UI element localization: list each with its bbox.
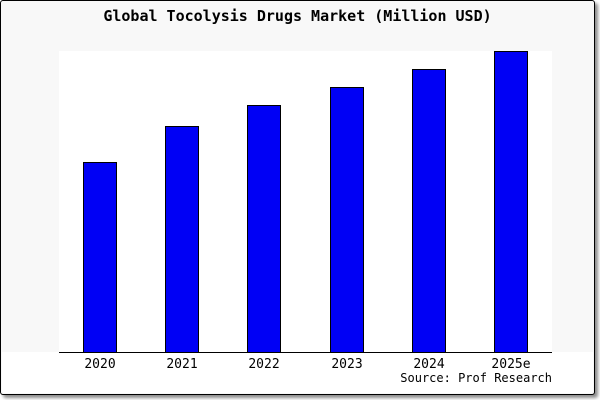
x-axis-label-2025e: 2025e — [491, 357, 531, 372]
bar-2020 — [83, 162, 117, 352]
bar-2022 — [247, 105, 281, 352]
source-note: Source: Prof Research — [400, 371, 552, 385]
bar-2021 — [165, 126, 199, 352]
plot-area — [59, 51, 552, 353]
bar-2023 — [330, 87, 364, 352]
axis-label-strip — [2, 352, 593, 393]
x-axis-label-2024: 2024 — [413, 357, 445, 372]
bar-2025e — [494, 51, 528, 352]
x-axis-label-2021: 2021 — [166, 357, 198, 372]
bar-2024 — [412, 69, 446, 352]
chart-card: Global Tocolysis Drugs Market (Million U… — [0, 0, 595, 395]
x-axis-label-2022: 2022 — [248, 357, 280, 372]
x-axis-label-2023: 2023 — [331, 357, 363, 372]
x-axis-label-2020: 2020 — [84, 357, 116, 372]
chart-title: Global Tocolysis Drugs Market (Million U… — [103, 7, 492, 25]
